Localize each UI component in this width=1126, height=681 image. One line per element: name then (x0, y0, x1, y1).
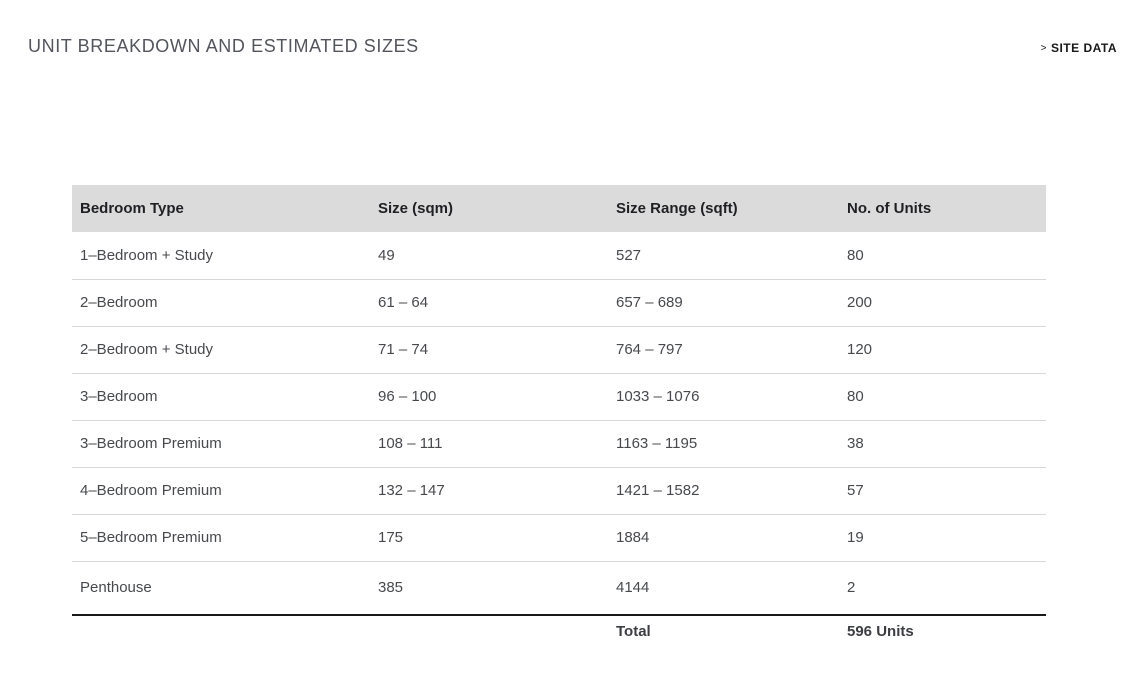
site-data-link[interactable]: > SITE DATA (1041, 41, 1117, 55)
cell-size-range-sqft: 4144 (616, 560, 847, 615)
cell-size-range-sqft: 1163 – 1195 (616, 419, 847, 467)
cell-bedroom-type: 2–Bedroom (72, 278, 378, 326)
cell-size-sqm: 96 – 100 (378, 372, 616, 420)
header-no-of-units: No. of Units (847, 200, 932, 217)
header-size-sqm: Size (sqm) (378, 200, 454, 217)
cell-size-range-sqft: 1884 (616, 513, 847, 561)
cell-size-sqm: 108 – 111 (378, 419, 616, 467)
cell-size-sqm: 132 – 147 (378, 466, 616, 514)
cell-bedroom-type: Penthouse (72, 560, 378, 615)
cell-bedroom-type: 1–Bedroom + Study (80, 246, 214, 264)
table-row: 3–Bedroom Premium 108 – 111 1163 – 1195 … (72, 419, 1046, 467)
cell-size-sqm: 385 (378, 560, 616, 615)
cell-no-of-units: 80 (847, 372, 1046, 420)
cell-bedroom-type: 3–Bedroom Premium (72, 419, 378, 467)
total-label: Total (616, 614, 847, 647)
cell-no-of-units: 2 (847, 560, 1046, 615)
header-bedroom-type: Bedroom Type (80, 200, 184, 217)
table-header-row: Bedroom Type Size (sqm) Size Range (sqft… (72, 185, 1046, 232)
cell-bedroom-type: 5–Bedroom Premium (72, 513, 378, 561)
cell-size-range-sqft: 764 – 797 (616, 325, 847, 373)
cell-bedroom-type: 3–Bedroom (72, 372, 378, 420)
table-row: 1–Bedroom + Study 49 527 80 (72, 232, 1046, 279)
cell-size-sqm: 175 (378, 513, 616, 561)
cell-size-sqm: 61 – 64 (378, 278, 616, 326)
cell-size-range-sqft: 1033 – 1076 (616, 372, 847, 420)
cell-no-of-units: 57 (847, 466, 1046, 514)
cell-size-range-sqft: 527 (616, 246, 642, 264)
cell-size-sqm: 49 (378, 246, 395, 264)
table-total-row: Total 596 Units (72, 614, 1046, 647)
table-row: 5–Bedroom Premium 175 1884 19 (72, 513, 1046, 561)
empty-cell (378, 614, 616, 647)
header-size-range-sqft: Size Range (sqft) (616, 200, 738, 217)
cell-no-of-units: 80 (847, 246, 864, 264)
cell-size-sqm: 71 – 74 (378, 325, 616, 373)
table-row: 2–Bedroom + Study 71 – 74 764 – 797 120 (72, 325, 1046, 373)
cell-no-of-units: 19 (847, 513, 1046, 561)
table-row: 2–Bedroom 61 – 64 657 – 689 200 (72, 278, 1046, 326)
cell-size-range-sqft: 657 – 689 (616, 278, 847, 326)
site-data-label: SITE DATA (1050, 41, 1117, 55)
cell-bedroom-type: 2–Bedroom + Study (72, 325, 378, 373)
table-row: Penthouse 385 4144 2 (72, 560, 1046, 615)
cell-no-of-units: 200 (847, 278, 1046, 326)
chevron-right-icon: > (1040, 42, 1047, 54)
cell-size-range-sqft: 1421 – 1582 (616, 466, 847, 514)
empty-cell (72, 614, 378, 647)
page-title: UNIT BREAKDOWN AND ESTIMATED SIZES (28, 36, 419, 56)
table-row: 4–Bedroom Premium 132 – 147 1421 – 1582 … (72, 466, 1046, 514)
cell-no-of-units: 38 (847, 419, 1046, 467)
cell-bedroom-type: 4–Bedroom Premium (72, 466, 378, 514)
unit-breakdown-table: Bedroom Type Size (sqm) Size Range (sqft… (72, 185, 1046, 647)
total-units-value: 596 Units (847, 614, 1046, 647)
table-row: 3–Bedroom 96 – 100 1033 – 1076 80 (72, 372, 1046, 420)
cell-no-of-units: 120 (847, 325, 1046, 373)
